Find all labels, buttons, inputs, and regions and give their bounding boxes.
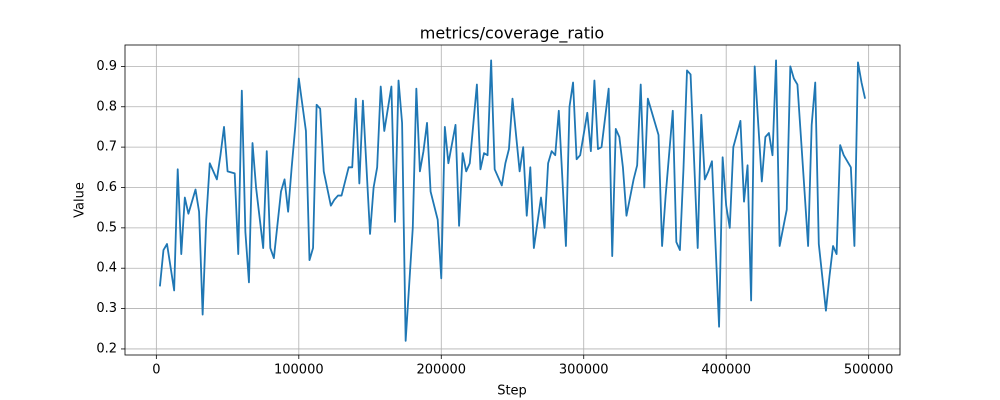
chart-title: metrics/coverage_ratio bbox=[420, 24, 604, 44]
y-axis-label: Value bbox=[73, 182, 88, 218]
y-tick-label: 0.3 bbox=[96, 301, 117, 316]
x-tick-label: 100000 bbox=[274, 363, 324, 378]
y-tick-label: 0.6 bbox=[96, 180, 117, 195]
y-tick-label: 0.5 bbox=[96, 220, 117, 235]
data-line bbox=[159, 59, 866, 342]
y-tick-label: 0.2 bbox=[96, 341, 117, 356]
y-tick-label: 0.9 bbox=[96, 59, 117, 74]
y-tick-label: 0.7 bbox=[96, 140, 117, 155]
axes-frame bbox=[124, 44, 901, 356]
y-tick-label: 0.8 bbox=[96, 99, 117, 114]
x-tick-label: 0 bbox=[152, 363, 160, 378]
x-axis-label: Step bbox=[497, 384, 527, 399]
x-tick-label: 300000 bbox=[559, 363, 609, 378]
x-tick-label: 500000 bbox=[844, 363, 894, 378]
y-tick-label: 0.4 bbox=[96, 261, 117, 276]
plot-area bbox=[159, 59, 866, 342]
x-tick-label: 400000 bbox=[701, 363, 751, 378]
x-tick-label: 200000 bbox=[416, 363, 466, 378]
